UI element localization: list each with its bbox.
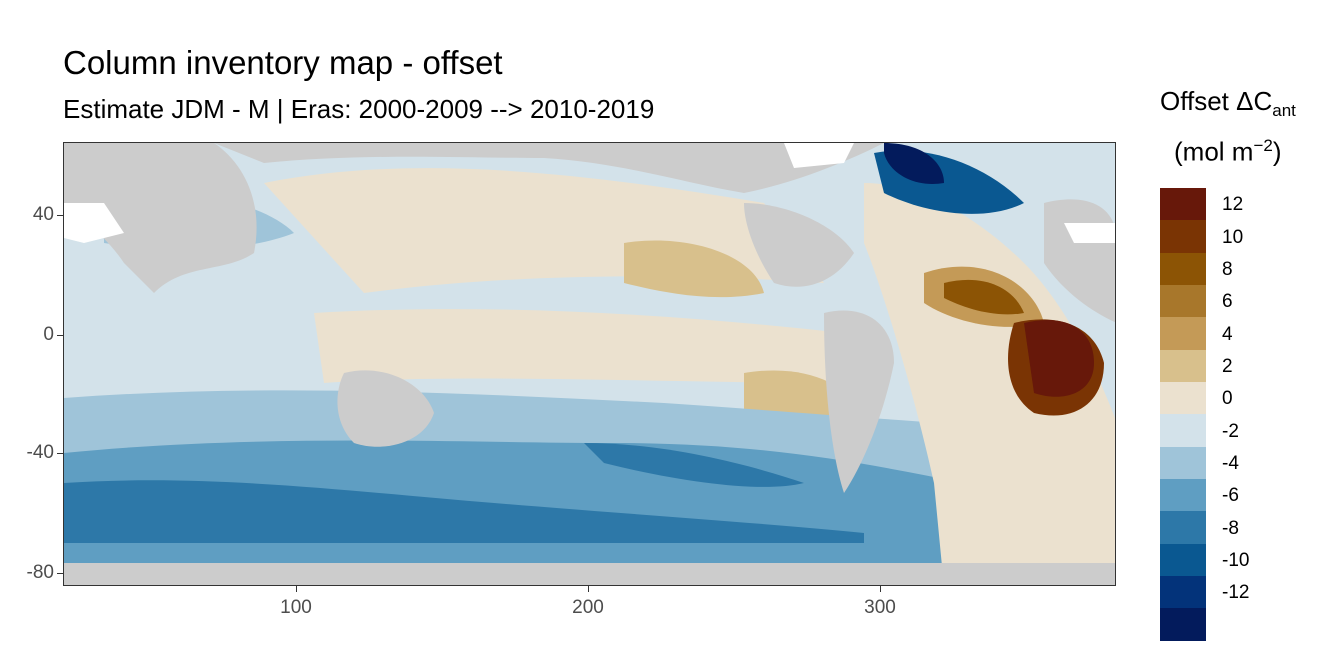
legend-label: 0 xyxy=(1222,388,1233,410)
map-panel xyxy=(63,142,1116,586)
land-australia xyxy=(337,370,434,447)
land-south-america xyxy=(824,310,894,493)
legend-colorbar xyxy=(1160,188,1206,641)
legend-swatch xyxy=(1160,349,1206,383)
legend-swatch xyxy=(1160,382,1206,415)
land-asia xyxy=(64,143,257,293)
land-antarctica xyxy=(64,563,1115,585)
y-tickmark xyxy=(57,573,63,574)
legend-swatch xyxy=(1160,252,1206,286)
map-title: Column inventory map - offset xyxy=(63,44,503,81)
y-tickmark xyxy=(57,215,63,216)
legend-title-sub: ant xyxy=(1272,101,1296,121)
legend-label: -10 xyxy=(1222,550,1250,572)
legend-swatch xyxy=(1160,414,1206,447)
missing-data-patch xyxy=(64,203,124,243)
atlantic-pos-2 xyxy=(944,279,1024,315)
legend-swatch xyxy=(1160,479,1206,512)
missing-data-patch xyxy=(784,143,854,168)
legend-title: Offset ΔCant xyxy=(1160,86,1296,121)
x-tick-label: 300 xyxy=(864,597,896,618)
legend-label: 8 xyxy=(1222,258,1233,280)
legend-swatch xyxy=(1160,543,1206,577)
legend-swatch xyxy=(1160,446,1206,480)
land-north xyxy=(214,143,884,193)
legend-unit: (mol m−2) xyxy=(1174,136,1282,168)
x-tickmark xyxy=(588,586,589,592)
legend-swatch xyxy=(1160,317,1206,350)
legend-swatch xyxy=(1160,511,1206,544)
legend-label: 10 xyxy=(1222,226,1244,248)
legend-unit-sup: −2 xyxy=(1253,136,1273,155)
legend-swatch xyxy=(1160,576,1206,609)
legend-title-main: Offset ΔC xyxy=(1160,86,1273,116)
atlantic-pos-4 xyxy=(1024,319,1094,397)
legend-label: -12 xyxy=(1222,582,1250,604)
legend-label: -8 xyxy=(1222,517,1239,539)
y-tick-label: 40 xyxy=(32,204,54,225)
legend-label: -4 xyxy=(1222,453,1239,475)
y-tick-label: 0 xyxy=(43,324,54,345)
y-tick-label: -40 xyxy=(26,442,54,463)
offset-region-npac-pos xyxy=(624,240,764,298)
x-tickmark xyxy=(296,586,297,592)
y-tick-label: -80 xyxy=(26,562,54,583)
legend-label: -2 xyxy=(1222,420,1239,442)
land-north-america xyxy=(744,203,854,287)
legend-swatch xyxy=(1160,220,1206,253)
legend-label: 4 xyxy=(1222,323,1233,345)
ocean-map xyxy=(64,143,1115,585)
legend-swatch xyxy=(1160,285,1206,318)
legend-label: 12 xyxy=(1222,194,1244,216)
legend-swatch xyxy=(1160,608,1206,641)
southern-band-3 xyxy=(64,480,864,543)
x-tick-label: 100 xyxy=(280,597,312,618)
y-tickmark xyxy=(57,335,63,336)
x-tick-label: 200 xyxy=(572,597,604,618)
offset-region-eq xyxy=(314,309,854,383)
legend-swatch xyxy=(1160,188,1206,221)
x-tickmark xyxy=(880,586,881,592)
legend-label: 6 xyxy=(1222,291,1233,313)
atlantic-north-neg-deep xyxy=(884,143,944,184)
y-tickmark xyxy=(57,453,63,454)
map-subtitle: Estimate JDM - M | Eras: 2000-2009 --> 2… xyxy=(63,94,655,124)
legend-label: 2 xyxy=(1222,355,1233,377)
legend-unit-close: ) xyxy=(1272,136,1282,167)
legend-label: -6 xyxy=(1222,485,1239,507)
southern-band-4 xyxy=(584,443,804,487)
missing-data-patch xyxy=(1064,223,1115,243)
legend-unit-open: (mol m xyxy=(1174,136,1254,167)
